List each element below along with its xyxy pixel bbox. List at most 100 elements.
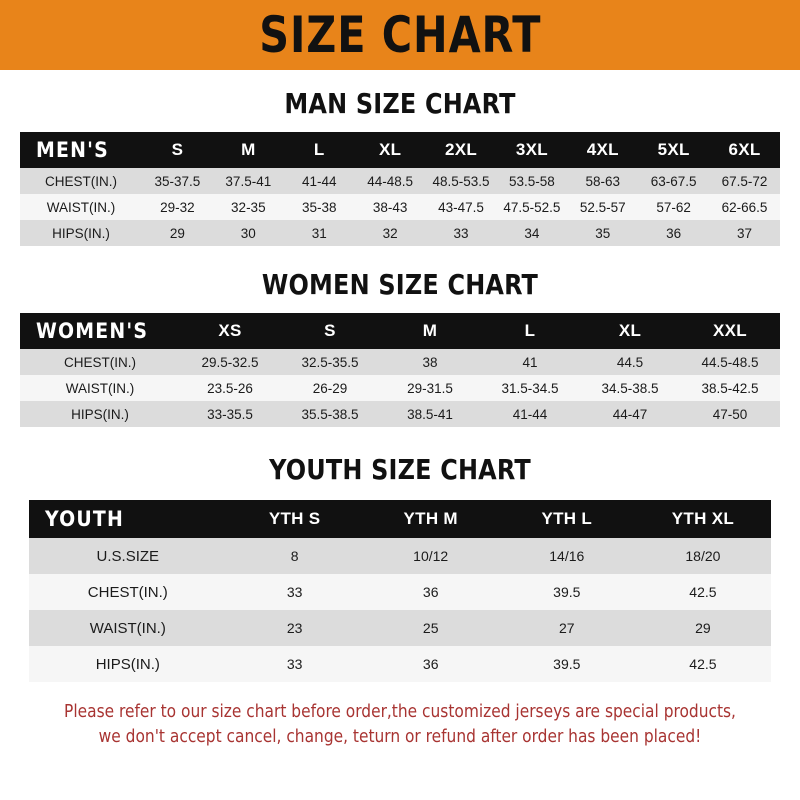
table-cell: 52.5-57 xyxy=(567,194,639,220)
table-row: HIPS(IN.) 33 36 39.5 42.5 xyxy=(29,646,771,682)
table-row: U.S.SIZE 8 10/12 14/16 18/20 xyxy=(29,538,771,574)
table-cell: 27 xyxy=(498,610,635,646)
women-header-label: WOMEN'S xyxy=(36,319,149,343)
man-size-header-l: L xyxy=(313,140,325,159)
table-cell: 38-43 xyxy=(354,194,426,220)
women-row-label: WAIST(IN.) xyxy=(20,375,180,401)
youth-row-label: WAIST(IN.) xyxy=(29,610,227,646)
table-cell: 38.5-42.5 xyxy=(680,375,780,401)
table-cell: 33-35.5 xyxy=(180,401,280,427)
table-cell: 33 xyxy=(425,220,497,246)
table-cell: 34.5-38.5 xyxy=(580,375,680,401)
youth-table-header-row: YOUTH YTH S YTH M YTH L YTH XL xyxy=(29,500,771,538)
table-cell: 29 xyxy=(141,220,213,246)
table-cell: 25 xyxy=(362,610,499,646)
table-cell: 32-35 xyxy=(212,194,284,220)
man-size-header-6xl: 6XL xyxy=(728,140,761,159)
table-cell: 47.5-52.5 xyxy=(496,194,568,220)
table-cell: 18/20 xyxy=(634,538,771,574)
banner-title: SIZE CHART xyxy=(258,6,542,64)
man-size-header-3xl: 3XL xyxy=(515,140,548,159)
table-cell: 48.5-53.5 xyxy=(425,168,497,194)
women-row-label: HIPS(IN.) xyxy=(20,401,180,427)
table-row: HIPS(IN.) 29 30 31 32 33 34 35 36 37 xyxy=(19,220,780,246)
banner: SIZE CHART xyxy=(0,0,800,70)
table-row: WAIST(IN.) 23 25 27 29 xyxy=(29,610,771,646)
table-cell: 31 xyxy=(283,220,355,246)
table-cell: 23 xyxy=(226,610,363,646)
table-cell: 8 xyxy=(226,538,363,574)
man-row-label: CHEST(IN.) xyxy=(19,168,142,194)
women-size-header-xs: XS xyxy=(218,321,242,340)
youth-size-header-yth-m: YTH M xyxy=(403,509,458,528)
table-cell: 33 xyxy=(226,574,363,610)
table-cell: 10/12 xyxy=(362,538,499,574)
table-cell: 44-48.5 xyxy=(354,168,426,194)
table-cell: 41 xyxy=(480,349,580,375)
table-cell: 26-29 xyxy=(280,375,380,401)
youth-row-label: HIPS(IN.) xyxy=(29,646,227,682)
man-row-label: WAIST(IN.) xyxy=(19,194,142,220)
table-cell: 37.5-41 xyxy=(212,168,284,194)
man-size-header-m: M xyxy=(241,140,256,159)
table-cell: 37 xyxy=(709,220,780,246)
youth-section-title: YOUTH SIZE CHART xyxy=(269,453,531,486)
women-size-header-m: M xyxy=(422,321,438,340)
man-size-header-xl: XL xyxy=(378,140,402,159)
table-cell: 41-44 xyxy=(480,401,580,427)
table-cell: 30 xyxy=(212,220,284,246)
women-table-header-row: WOMEN'S XS S M L XL XXL xyxy=(20,313,780,349)
footer-disclaimer: Please refer to our size chart before or… xyxy=(22,700,779,751)
youth-size-header-yth-xl: YTH XL xyxy=(671,509,735,528)
table-cell: 39.5 xyxy=(498,646,635,682)
women-size-header-s: S xyxy=(324,321,336,340)
table-cell: 53.5-58 xyxy=(496,168,568,194)
table-cell: 29.5-32.5 xyxy=(180,349,280,375)
table-cell: 14/16 xyxy=(498,538,635,574)
men-table-header-row: MEN'S S M L XL 2XL 3XL 4XL 5XL 6XL xyxy=(19,132,780,168)
women-size-header-xxl: XXL xyxy=(713,321,747,340)
women-size-table: WOMEN'S XS S M L XL XXL CHEST(IN.) 29.5-32.5 32… xyxy=(20,313,780,427)
men-header-label: MEN'S xyxy=(35,138,109,162)
table-cell: 42.5 xyxy=(634,574,771,610)
table-cell: 41-44 xyxy=(283,168,355,194)
table-cell: 67.5-72 xyxy=(709,168,780,194)
table-cell: 34 xyxy=(496,220,568,246)
man-size-header-2xl: 2XL xyxy=(444,140,478,159)
table-row: CHEST(IN.) 33 36 39.5 42.5 xyxy=(29,574,771,610)
table-cell: 29-32 xyxy=(141,194,213,220)
table-cell: 35-38 xyxy=(283,194,355,220)
man-section-title: MAN SIZE CHART xyxy=(284,87,516,120)
table-cell: 36 xyxy=(638,220,710,246)
table-cell: 36 xyxy=(362,646,499,682)
footer-line-1: Please refer to our size chart before or… xyxy=(64,702,736,722)
table-row: HIPS(IN.) 33-35.5 35.5-38.5 38.5-41 41-44 44-… xyxy=(20,401,780,427)
table-row: WAIST(IN.) 29-32 32-35 35-38 38-43 43-47.5 47.… xyxy=(19,194,780,220)
table-cell: 35.5-38.5 xyxy=(280,401,380,427)
table-row: CHEST(IN.) 35-37.5 37.5-41 41-44 44-48.5 48.5… xyxy=(19,168,780,194)
table-cell: 57-62 xyxy=(638,194,710,220)
women-size-header-xl: XL xyxy=(618,321,642,340)
man-row-label: HIPS(IN.) xyxy=(19,220,142,246)
youth-row-label: U.S.SIZE xyxy=(29,538,227,574)
table-row: WAIST(IN.) 23.5-26 26-29 29-31.5 31.5-34.5 34… xyxy=(20,375,780,401)
table-cell: 31.5-34.5 xyxy=(480,375,580,401)
table-cell: 39.5 xyxy=(498,574,635,610)
youth-size-header-yth-l: YTH L xyxy=(541,509,593,528)
table-cell: 62-66.5 xyxy=(709,194,780,220)
man-size-header-5xl: 5XL xyxy=(657,140,690,159)
table-cell: 38 xyxy=(380,349,480,375)
footer-line-2: we don't accept cancel, change, teturn o… xyxy=(98,727,702,748)
table-cell: 43-47.5 xyxy=(425,194,497,220)
table-cell: 44.5-48.5 xyxy=(680,349,780,375)
table-cell: 35 xyxy=(567,220,639,246)
table-row: CHEST(IN.) 29.5-32.5 32.5-35.5 38 41 44.5 44.5… xyxy=(20,349,780,375)
table-cell: 35-37.5 xyxy=(141,168,213,194)
table-cell: 38.5-41 xyxy=(380,401,480,427)
table-cell: 42.5 xyxy=(634,646,771,682)
youth-size-table: YOUTH YTH S YTH M YTH L YTH XL U.S.SIZE 8 10/… xyxy=(29,500,771,682)
men-size-table: MEN'S S M L XL 2XL 3XL 4XL 5XL 6XL CHEST(IN.) 35-… xyxy=(19,132,780,246)
table-cell: 29-31.5 xyxy=(380,375,480,401)
table-cell: 36 xyxy=(362,574,499,610)
